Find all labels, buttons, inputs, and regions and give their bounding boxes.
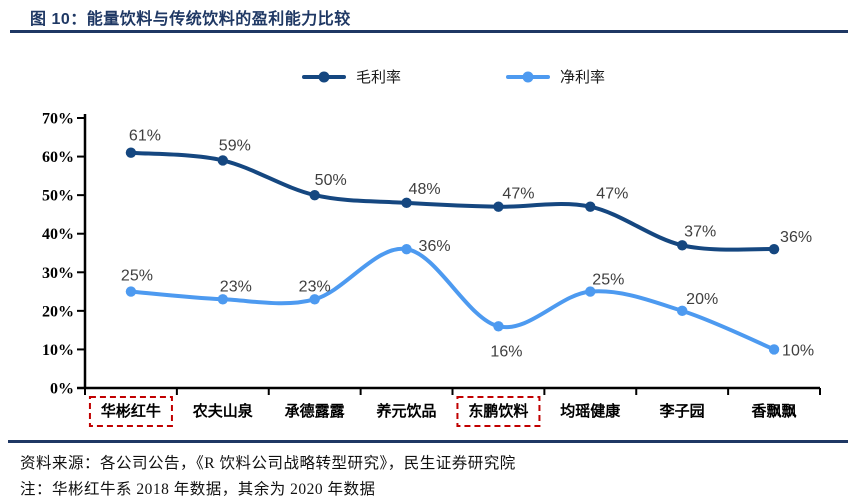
category-label: 李子园 bbox=[659, 402, 705, 420]
net-margin-data-label: 20% bbox=[686, 291, 718, 308]
net-margin-data-label: 10% bbox=[782, 342, 814, 359]
net-margin-data-label: 16% bbox=[490, 343, 522, 360]
net-margin-point[interactable] bbox=[309, 294, 320, 305]
title-divider bbox=[10, 30, 848, 33]
category-label: 养元饮品 bbox=[376, 402, 437, 420]
gross-margin-data-label: 37% bbox=[684, 223, 716, 240]
net-margin-point[interactable] bbox=[125, 286, 137, 297]
y-tick-label: 0% bbox=[50, 381, 74, 398]
net-margin-point[interactable] bbox=[585, 286, 596, 297]
legend-item-gross-margin[interactable]: 毛利率 bbox=[302, 66, 401, 87]
y-tick-label: 40% bbox=[42, 226, 74, 243]
category-highlight-box bbox=[88, 396, 173, 427]
gross-margin-data-label: 48% bbox=[409, 181, 441, 198]
figure-title: 图 10：能量饮料与传统饮料的盈利能力比较 bbox=[30, 11, 351, 28]
net-margin-point[interactable] bbox=[217, 294, 229, 305]
gross-margin-point[interactable] bbox=[493, 201, 504, 212]
category-label: 承德露露 bbox=[285, 402, 346, 420]
net-margin-data-label: 36% bbox=[419, 238, 451, 255]
profitability-line-chart: 0% 10% 20% 30% 40% 50% 60% 70% 华彬红牛 农夫山泉 承德露露 养元饮品 东… bbox=[42, 111, 821, 427]
net-margin-point[interactable] bbox=[493, 321, 504, 332]
net-margin-legend-dot-icon bbox=[522, 71, 534, 82]
gross-margin-point[interactable] bbox=[125, 147, 137, 158]
gross-margin-legend-dot-icon bbox=[318, 71, 330, 82]
source-note: 资料来源：各公司公告，《R 饮料公司战略转型研究》，民生证券研究院 bbox=[20, 455, 516, 472]
y-tick-label: 70% bbox=[42, 111, 74, 128]
net-margin-point[interactable] bbox=[768, 344, 780, 355]
gross-margin-data-label: 59% bbox=[219, 137, 251, 154]
gross-margin-data-label: 47% bbox=[596, 186, 628, 203]
legend-item-net-margin[interactable]: 净利率 bbox=[506, 66, 605, 87]
chart-legend: 毛利率 净利率 bbox=[302, 66, 605, 87]
gross-margin-point[interactable] bbox=[585, 201, 596, 212]
y-tick-label: 60% bbox=[42, 149, 74, 166]
net-margin-legend-marker bbox=[506, 71, 551, 82]
gross-margin-point[interactable] bbox=[768, 243, 780, 255]
net-margin-data-label: 23% bbox=[299, 278, 331, 295]
net-margin-point[interactable] bbox=[401, 243, 412, 255]
gross-margin-point[interactable] bbox=[676, 240, 688, 251]
y-tick-label: 20% bbox=[42, 303, 74, 320]
net-margin-data-label: 25% bbox=[592, 272, 624, 289]
y-tick-label: 10% bbox=[42, 342, 74, 359]
category-label: 华彬红牛 bbox=[101, 402, 161, 420]
category-label: 东鹏饮料 bbox=[468, 402, 528, 420]
gross-margin-point[interactable] bbox=[309, 189, 320, 201]
gross-margin-legend-marker bbox=[302, 71, 346, 82]
gross-margin-point[interactable] bbox=[217, 155, 229, 166]
net-margin-line bbox=[128, 247, 777, 352]
y-tick-label: 50% bbox=[42, 188, 74, 205]
category-label: 均瑶健康 bbox=[560, 402, 621, 420]
gross-margin-point[interactable] bbox=[401, 197, 412, 209]
category-label: 农夫山泉 bbox=[192, 402, 254, 420]
gross-margin-data-label: 50% bbox=[315, 172, 347, 189]
category-highlight-box bbox=[456, 396, 541, 427]
net-margin-legend-label: 净利率 bbox=[560, 70, 606, 86]
gross-margin-line bbox=[128, 150, 777, 252]
gross-margin-legend-label: 毛利率 bbox=[356, 70, 402, 86]
net-margin-point[interactable] bbox=[676, 305, 688, 317]
y-tick-label: 30% bbox=[42, 265, 74, 282]
gross-margin-data-label: 36% bbox=[780, 229, 812, 246]
net-margin-data-label: 23% bbox=[220, 278, 252, 295]
footer-divider bbox=[8, 440, 848, 443]
category-label: 香飘飘 bbox=[752, 402, 797, 420]
gross-margin-data-label: 61% bbox=[129, 128, 161, 145]
footnote: 注：华彬红牛系 2018 年数据，其余为 2020 年数据 bbox=[20, 481, 376, 498]
net-margin-data-label: 25% bbox=[121, 268, 153, 285]
gross-margin-data-label: 47% bbox=[502, 186, 534, 203]
